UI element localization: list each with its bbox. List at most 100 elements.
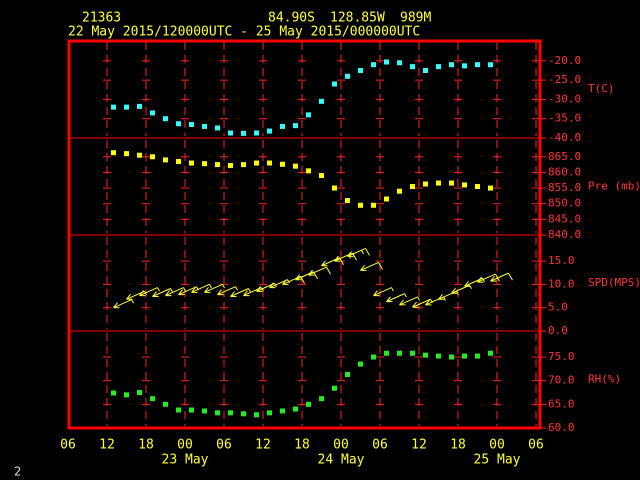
- y-tick-label: -25.0: [548, 73, 581, 86]
- data-point: [150, 154, 155, 160]
- data-point: [488, 62, 493, 68]
- data-point: [189, 160, 194, 166]
- wind-barb: [139, 287, 160, 297]
- wind-barb: [165, 287, 186, 297]
- data-point: [293, 406, 298, 412]
- data-point: [241, 411, 246, 417]
- wind-barb: [269, 279, 290, 289]
- data-point: [371, 354, 376, 360]
- date-label: 23 May: [162, 453, 209, 468]
- y-tick-label: -35.0: [548, 112, 581, 125]
- data-point: [358, 67, 363, 73]
- data-point: [241, 130, 246, 136]
- x-tick-label: 00: [333, 438, 349, 453]
- data-point: [267, 128, 272, 134]
- wind-barb: [438, 290, 459, 300]
- data-point: [215, 162, 220, 168]
- data-point: [345, 198, 350, 204]
- data-point: [124, 392, 129, 398]
- date-label: 25 May: [474, 453, 521, 468]
- data-point: [358, 202, 363, 208]
- data-point: [306, 112, 311, 118]
- y-tick-label: 860.0: [548, 165, 581, 178]
- data-point: [176, 121, 181, 127]
- date-label: 24 May: [318, 453, 365, 468]
- data-point: [189, 121, 194, 127]
- data-point: [410, 64, 415, 70]
- wind-barb: [373, 287, 394, 297]
- y-tick-label: 10.0: [548, 277, 575, 290]
- x-tick-label: 12: [255, 438, 271, 453]
- data-point: [176, 407, 181, 413]
- station-id: 21363: [82, 11, 121, 26]
- data-point: [423, 67, 428, 73]
- data-point: [436, 180, 441, 186]
- wind-barb: [308, 266, 331, 276]
- data-point: [449, 354, 454, 360]
- y-tick-label: 65.0: [548, 397, 575, 410]
- data-point: [137, 103, 142, 109]
- x-tick-label: 12: [411, 438, 427, 453]
- wind-barb: [321, 257, 344, 267]
- data-point: [254, 160, 259, 166]
- y-tick-label: 850.0: [548, 197, 581, 210]
- data-point: [306, 401, 311, 407]
- data-point: [397, 60, 402, 66]
- data-point: [371, 202, 376, 208]
- data-point: [475, 184, 480, 189]
- wind-barb: [217, 286, 238, 296]
- x-tick-label: 18: [450, 438, 466, 453]
- y-tick-label: -30.0: [548, 92, 581, 105]
- data-point: [293, 163, 298, 169]
- data-point: [449, 180, 454, 186]
- wind-barb: [282, 275, 305, 285]
- data-point: [358, 361, 363, 367]
- data-point: [384, 196, 389, 202]
- data-point: [267, 160, 272, 166]
- data-point: [176, 158, 181, 164]
- wind-barb: [412, 298, 433, 308]
- data-point: [319, 396, 324, 402]
- y-tick-label: 865.0: [548, 150, 581, 163]
- data-point: [163, 401, 168, 407]
- data-point: [475, 62, 480, 68]
- data-point: [436, 353, 441, 359]
- data-point: [202, 161, 207, 167]
- x-tick-label: 06: [528, 438, 544, 453]
- x-tick-label: 00: [489, 438, 505, 453]
- data-point: [280, 161, 285, 167]
- axis-label: T(C): [588, 82, 615, 95]
- data-point: [137, 152, 142, 158]
- wind-barb: [490, 272, 513, 282]
- x-tick-label: 00: [177, 438, 193, 453]
- data-point: [462, 182, 467, 188]
- wind-barb: [243, 287, 264, 297]
- data-point: [410, 184, 415, 189]
- x-tick-label: 06: [372, 438, 388, 453]
- data-point: [332, 81, 337, 87]
- wind-barb: [230, 288, 251, 298]
- data-point: [384, 350, 389, 356]
- y-tick-label: 75.0: [548, 350, 575, 363]
- data-point: [124, 104, 129, 110]
- data-point: [332, 185, 337, 191]
- data-point: [488, 350, 493, 356]
- data-point: [397, 188, 402, 194]
- wind-barb: [464, 277, 485, 287]
- data-point: [267, 410, 272, 416]
- data-point: [163, 157, 168, 163]
- data-point: [150, 110, 155, 116]
- data-point: [228, 410, 233, 416]
- data-point: [254, 412, 259, 418]
- wind-barb: [191, 283, 212, 293]
- axis-label: RH(%): [588, 373, 621, 386]
- data-point: [215, 125, 220, 131]
- data-point: [254, 130, 259, 136]
- data-point: [423, 181, 428, 187]
- data-point: [228, 130, 233, 136]
- data-point: [150, 396, 155, 402]
- data-point: [436, 64, 441, 70]
- y-tick-label: 15.0: [548, 254, 575, 267]
- data-point: [332, 385, 337, 391]
